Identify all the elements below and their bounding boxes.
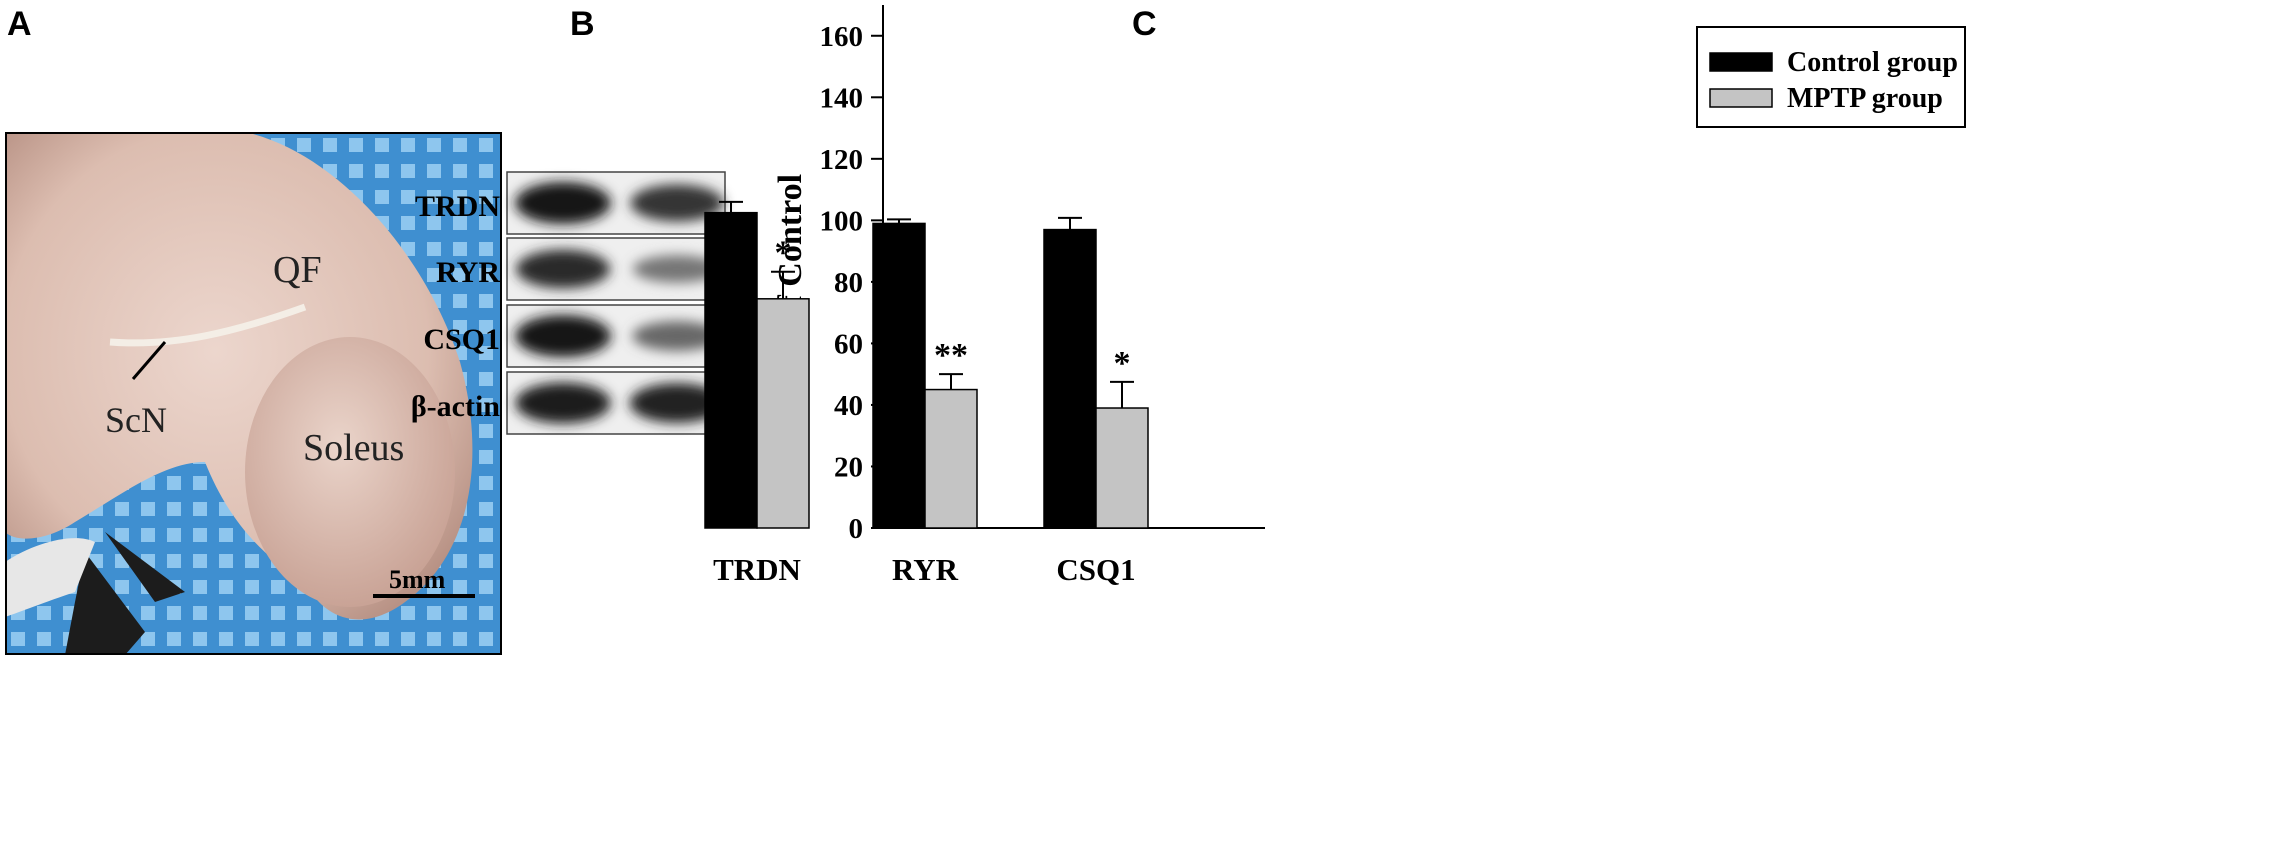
legend-box	[1696, 26, 1966, 128]
x-tick-label: RYR	[892, 552, 959, 587]
label-scn: ScN	[105, 400, 167, 440]
label-scale: 5mm	[389, 565, 446, 594]
significance-marker: *	[1114, 345, 1131, 382]
y-tick-label: 20	[834, 451, 863, 483]
bar-control-group	[1043, 228, 1097, 529]
bar-control-group	[704, 211, 758, 529]
label-soleus: Soleus	[303, 427, 404, 469]
band-c	[515, 315, 611, 357]
panel-c-letter: C	[1132, 5, 1157, 43]
photo-border	[5, 132, 502, 655]
row-label: CSQ1	[423, 323, 500, 356]
scn-pointer-line	[131, 341, 167, 380]
y-tick-label: 100	[820, 205, 864, 237]
y-tick-label: 40	[834, 390, 863, 422]
panel-a-letter: A	[7, 5, 32, 43]
category-ryr: RYR	[872, 218, 978, 587]
panel-b-letter: B	[570, 5, 595, 43]
bar-control-group	[872, 222, 926, 529]
category-csq1: CSQ1	[1043, 216, 1149, 587]
bar-mptp-group	[924, 388, 978, 529]
blot-row-actin: β-actin	[411, 371, 726, 435]
fur-tuft	[65, 532, 185, 655]
y-tick-label: 140	[820, 82, 864, 114]
blot-row-trdn: TRDN	[415, 171, 726, 235]
label-qf: QF	[273, 249, 322, 291]
legend: Control group MPTP group	[1696, 26, 1966, 128]
band-m	[632, 255, 722, 283]
band-m	[632, 321, 722, 351]
bar-mptp-group	[1095, 407, 1149, 529]
blot-row-ryr: RYR	[436, 237, 726, 301]
y-tick-label: 60	[834, 328, 863, 360]
band-m	[630, 184, 724, 222]
y-tick-label: 0	[849, 513, 864, 545]
category-trdn: TRDN	[704, 200, 810, 587]
band-m	[629, 383, 725, 423]
soleus-muscle	[245, 337, 455, 607]
legend-swatch	[1709, 52, 1773, 72]
band-c	[515, 249, 611, 289]
y-tick-label: 120	[820, 144, 864, 176]
blot-row-csq1: CSQ1	[423, 304, 726, 368]
significance-marker: *	[775, 235, 792, 272]
row-label: RYR	[436, 256, 500, 289]
legend-label: Control group	[1787, 47, 1958, 78]
sciatic-nerve	[109, 303, 307, 347]
legend-swatch	[1709, 88, 1773, 108]
white-fur	[5, 538, 95, 617]
bar-mptp-group	[756, 298, 810, 529]
x-tick-label: CSQ1	[1056, 552, 1135, 587]
row-label: TRDN	[415, 190, 500, 223]
y-tick-label: 160	[820, 21, 864, 53]
row-label: β-actin	[411, 390, 500, 423]
band-c	[515, 382, 611, 424]
legend-label: MPTP group	[1787, 83, 1943, 114]
dissection-photo: QF ScN Soleus 5mm	[5, 132, 502, 655]
significance-marker: **	[934, 337, 968, 374]
band-c	[515, 182, 611, 224]
x-tick-label: TRDN	[713, 552, 801, 587]
y-tick-label: 80	[834, 267, 863, 299]
